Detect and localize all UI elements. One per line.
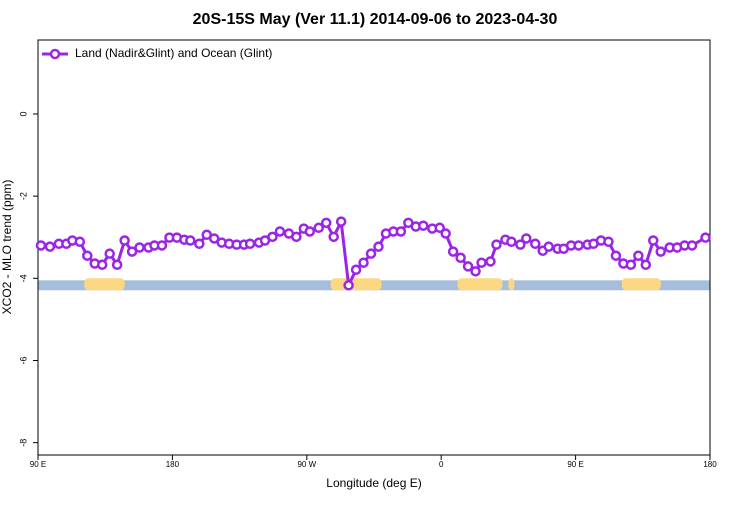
data-point — [610, 250, 622, 261]
legend-marker — [49, 48, 61, 60]
data-point — [640, 259, 652, 271]
x-tick-label: 0 — [439, 460, 444, 469]
data-point — [82, 250, 93, 261]
data-point — [700, 232, 711, 243]
data-point — [267, 231, 278, 243]
data-point — [313, 222, 324, 234]
data-point — [491, 239, 502, 250]
data-point — [291, 231, 302, 243]
data-point — [185, 235, 196, 246]
data-point — [134, 242, 145, 253]
data-point — [573, 240, 584, 251]
land-segment — [621, 278, 661, 291]
data-point — [274, 226, 286, 237]
data-point — [434, 222, 445, 234]
data-point — [373, 241, 384, 252]
data-point — [365, 248, 377, 259]
y-tick-label: 0 — [18, 111, 28, 116]
data-point — [244, 238, 256, 250]
data-point — [208, 233, 220, 244]
data-point — [350, 264, 362, 275]
data-point — [96, 259, 108, 271]
data-point — [119, 235, 130, 246]
data-point — [603, 236, 614, 247]
data-point — [395, 226, 407, 237]
data-point — [126, 246, 138, 257]
x-tick-label: 90 E — [567, 460, 583, 469]
y-tick-label: -6 — [18, 356, 28, 364]
data-point — [543, 241, 554, 252]
data-point — [44, 241, 56, 252]
land-segment — [330, 278, 382, 291]
x-axis-label: Longitude (deg E) — [326, 476, 421, 490]
data-point — [440, 228, 451, 239]
data-point — [447, 246, 459, 257]
data-point — [470, 266, 481, 277]
data-point — [194, 238, 205, 250]
data-point — [530, 238, 541, 250]
data-point — [686, 240, 698, 251]
data-point — [506, 236, 517, 247]
data-point — [521, 233, 532, 244]
data-point — [320, 217, 332, 229]
y-tick-label: -4 — [18, 274, 28, 282]
data-point — [35, 240, 47, 251]
data-point — [633, 250, 644, 261]
x-tick-label: 180 — [166, 460, 180, 469]
x-tick-label: 90 E — [30, 460, 46, 469]
land-segment — [457, 278, 503, 291]
data-point — [462, 261, 474, 272]
y-tick-label: -8 — [18, 439, 28, 447]
data-point — [515, 239, 526, 250]
legend-label: Land (Nadir&Glint) and Ocean (Glint) — [75, 46, 272, 60]
y-tick-label: -2 — [18, 192, 28, 200]
data-point — [74, 236, 86, 247]
y-axis-label: XCO2 - MLO trend (ppm) — [0, 180, 14, 315]
data-point — [335, 216, 347, 227]
land-segment — [84, 278, 125, 291]
data-point — [304, 226, 316, 237]
data-point — [111, 259, 123, 271]
data-point — [104, 248, 115, 259]
data-point — [358, 257, 369, 268]
land-segment — [508, 278, 515, 291]
data-point — [655, 246, 666, 257]
data-point — [485, 256, 496, 267]
data-point — [455, 252, 466, 264]
data-point — [625, 259, 637, 271]
data-point — [418, 220, 429, 231]
chart-title: 20S-15S May (Ver 11.1) 2014-09-06 to 202… — [193, 11, 558, 28]
data-point — [476, 257, 487, 268]
x-tick-label: 90 W — [297, 460, 316, 469]
data-point — [328, 231, 339, 243]
data-point — [156, 240, 168, 251]
data-point — [648, 235, 659, 246]
x-tick-label: 180 — [703, 460, 717, 469]
data-point — [343, 280, 354, 291]
